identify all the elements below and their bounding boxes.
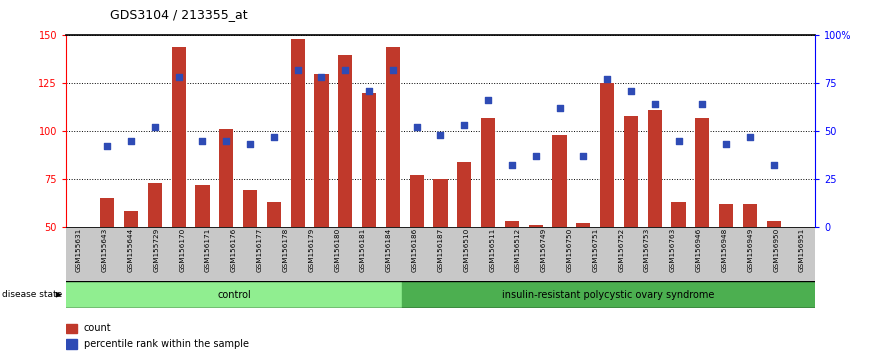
- Text: GSM156186: GSM156186: [411, 228, 418, 273]
- Text: GSM156752: GSM156752: [618, 228, 625, 273]
- Bar: [196, 184, 210, 227]
- Bar: [481, 118, 495, 227]
- Text: GSM156511: GSM156511: [489, 228, 495, 273]
- Bar: [743, 204, 757, 227]
- Bar: [600, 83, 614, 227]
- Bar: [148, 183, 162, 227]
- Bar: [362, 93, 376, 227]
- Bar: [766, 221, 781, 227]
- Text: insulin-resistant polycystic ovary syndrome: insulin-resistant polycystic ovary syndr…: [502, 290, 714, 300]
- Text: count: count: [84, 323, 111, 333]
- Bar: [402, 281, 815, 308]
- Bar: [315, 74, 329, 227]
- Point: [219, 138, 233, 143]
- Point: [291, 67, 305, 73]
- Text: GSM156950: GSM156950: [774, 228, 779, 273]
- Point: [196, 138, 210, 143]
- Point: [267, 134, 281, 139]
- Bar: [719, 204, 733, 227]
- Point: [671, 138, 685, 143]
- Point: [148, 124, 162, 130]
- Point: [410, 124, 424, 130]
- Text: GSM156180: GSM156180: [334, 228, 340, 273]
- Bar: [291, 39, 305, 227]
- Point: [529, 153, 543, 159]
- Bar: [695, 118, 709, 227]
- Point: [695, 101, 709, 107]
- Bar: [219, 129, 233, 227]
- Bar: [624, 116, 638, 227]
- Bar: [338, 55, 352, 227]
- Bar: [433, 179, 448, 227]
- Bar: [552, 135, 566, 227]
- Bar: [457, 161, 471, 227]
- Text: control: control: [217, 290, 251, 300]
- Bar: [124, 211, 138, 227]
- Text: disease state: disease state: [2, 290, 62, 299]
- Text: GSM156949: GSM156949: [747, 228, 753, 273]
- Text: percentile rank within the sample: percentile rank within the sample: [84, 339, 248, 349]
- Text: GSM155643: GSM155643: [102, 228, 107, 273]
- Point: [172, 75, 186, 80]
- Bar: [100, 198, 115, 227]
- Text: GSM156178: GSM156178: [283, 228, 289, 273]
- Text: GSM156951: GSM156951: [799, 228, 805, 273]
- Text: GSM156749: GSM156749: [541, 228, 547, 273]
- Text: GSM156187: GSM156187: [438, 228, 443, 273]
- Text: GSM155644: GSM155644: [128, 228, 134, 273]
- Bar: [172, 47, 186, 227]
- Point: [386, 67, 400, 73]
- Point: [624, 88, 638, 94]
- Bar: [267, 202, 281, 227]
- Bar: [576, 223, 590, 227]
- Text: GSM156753: GSM156753: [644, 228, 650, 273]
- Text: GSM156170: GSM156170: [179, 228, 185, 273]
- Bar: [66, 339, 78, 349]
- Point: [766, 162, 781, 168]
- Point: [124, 138, 138, 143]
- Point: [481, 98, 495, 103]
- Text: GSM156763: GSM156763: [670, 228, 676, 273]
- Point: [100, 143, 115, 149]
- Text: GSM156512: GSM156512: [515, 228, 521, 273]
- Point: [648, 101, 662, 107]
- Point: [552, 105, 566, 111]
- Point: [505, 162, 519, 168]
- Point: [243, 142, 257, 147]
- Text: GSM156946: GSM156946: [696, 228, 702, 273]
- Bar: [529, 225, 543, 227]
- Point: [600, 76, 614, 82]
- Text: GSM156176: GSM156176: [231, 228, 237, 273]
- Text: GSM156948: GSM156948: [722, 228, 728, 273]
- Bar: [410, 175, 424, 227]
- Bar: [243, 190, 257, 227]
- Point: [743, 134, 757, 139]
- Text: GSM156179: GSM156179: [308, 228, 315, 273]
- Bar: [66, 281, 402, 308]
- Text: GSM155631: GSM155631: [76, 228, 82, 273]
- Bar: [671, 202, 685, 227]
- Point: [338, 67, 352, 73]
- Text: GSM156171: GSM156171: [205, 228, 211, 273]
- Point: [362, 88, 376, 94]
- Text: GSM156750: GSM156750: [566, 228, 573, 273]
- Point: [315, 75, 329, 80]
- Text: GSM156181: GSM156181: [360, 228, 366, 273]
- Bar: [648, 110, 662, 227]
- Point: [433, 132, 448, 138]
- Text: GSM156510: GSM156510: [463, 228, 470, 273]
- Point: [576, 153, 590, 159]
- Point: [719, 142, 733, 147]
- Bar: [505, 221, 519, 227]
- Text: GSM156177: GSM156177: [256, 228, 263, 273]
- Text: GSM155729: GSM155729: [153, 228, 159, 273]
- Bar: [66, 324, 78, 333]
- Text: GDS3104 / 213355_at: GDS3104 / 213355_at: [110, 8, 248, 21]
- Text: GSM156184: GSM156184: [386, 228, 392, 273]
- Text: GSM156751: GSM156751: [592, 228, 598, 273]
- Bar: [386, 47, 400, 227]
- Point: [457, 122, 471, 128]
